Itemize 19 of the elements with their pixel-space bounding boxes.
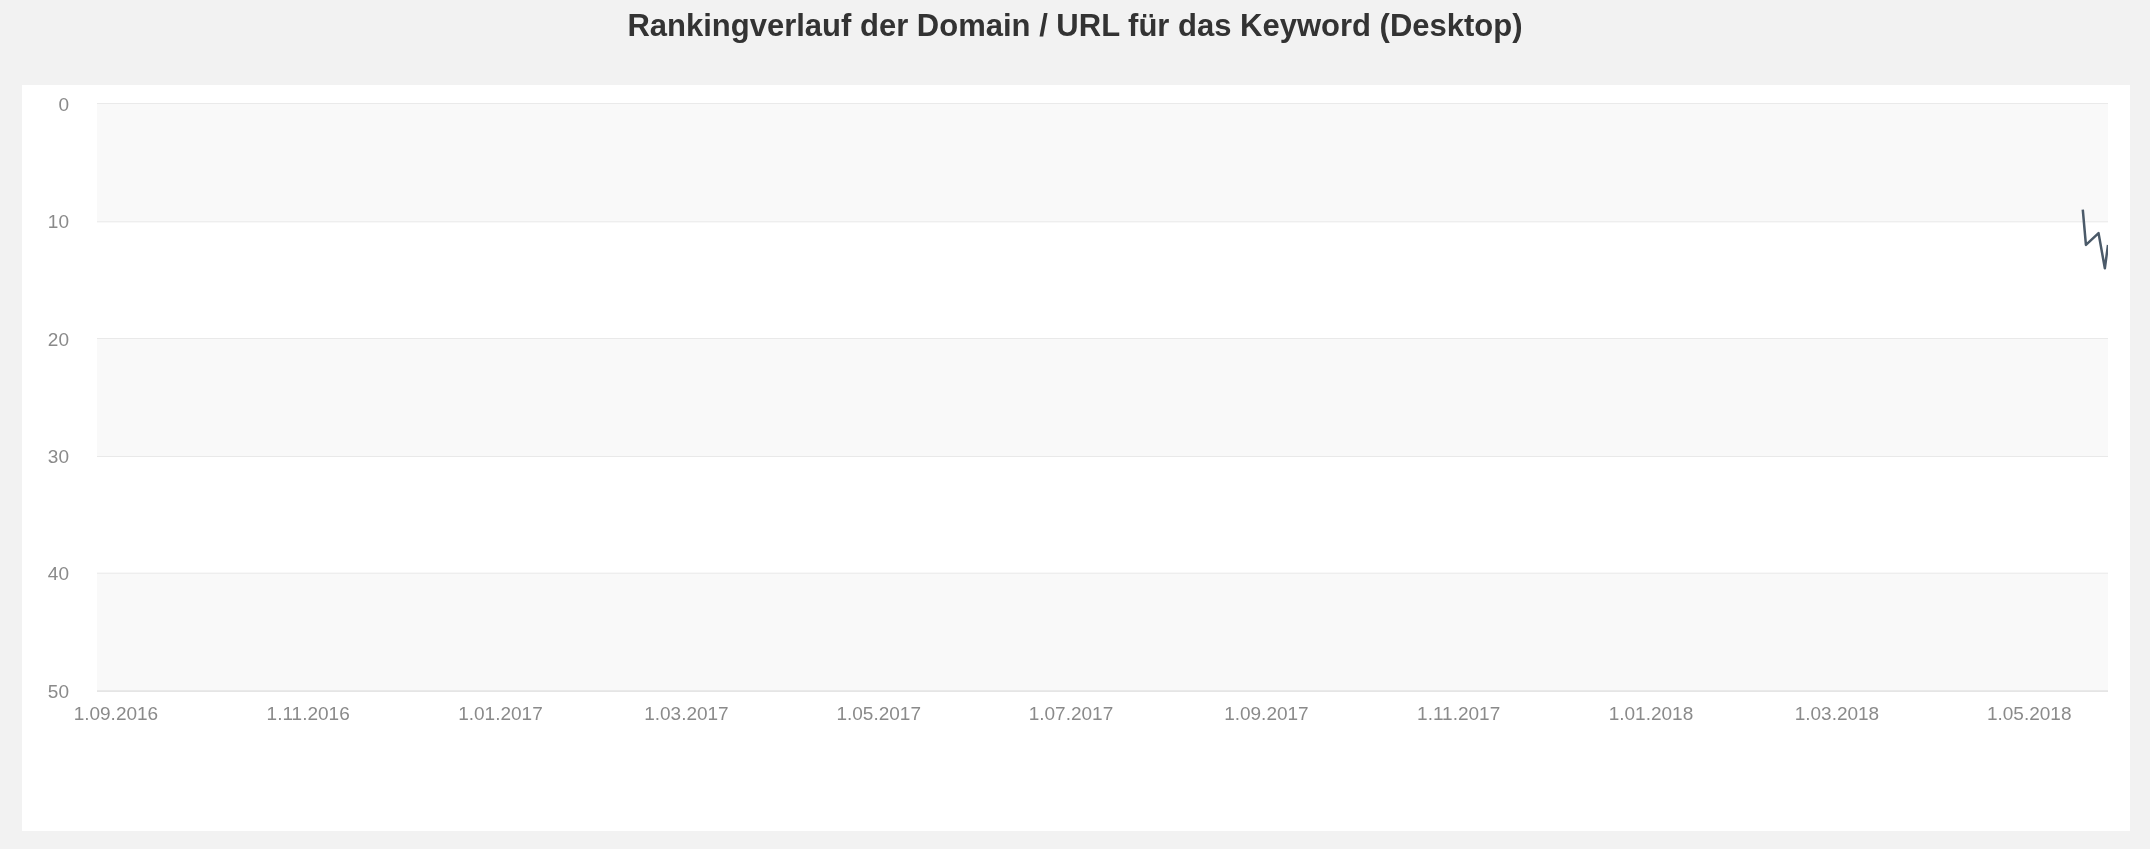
y-tick-label: 10 [47,211,69,233]
x-tick-label: 1.11.2016 [266,703,350,725]
y-tick-label: 50 [47,680,69,702]
x-tick-label: 1.01.2017 [458,703,543,725]
y-tick-label: 0 [58,93,69,115]
x-tick-label: 1.09.2016 [73,703,159,725]
line-series [2081,208,2108,270]
x-tick-label: 1.11.2017 [1417,703,1501,725]
x-tick-label: 1.05.2018 [1986,703,2072,725]
x-tick-label: 1.03.2018 [1794,703,1880,725]
x-tick-label: 1.07.2017 [1028,703,1114,725]
y-tick-label: 40 [47,563,69,585]
y-tick-label: 30 [47,445,69,467]
x-tick-label: 1.05.2017 [836,703,921,725]
x-tick-label: 1.03.2017 [644,703,729,725]
y-tick-label: 20 [47,328,69,350]
x-tick-label: 1.09.2017 [1224,703,1309,725]
chart-title: Rankingverlauf der Domain / URL für das Keyword (Desktop) [627,8,1523,43]
x-tick-label: 1.01.2018 [1608,703,1694,725]
